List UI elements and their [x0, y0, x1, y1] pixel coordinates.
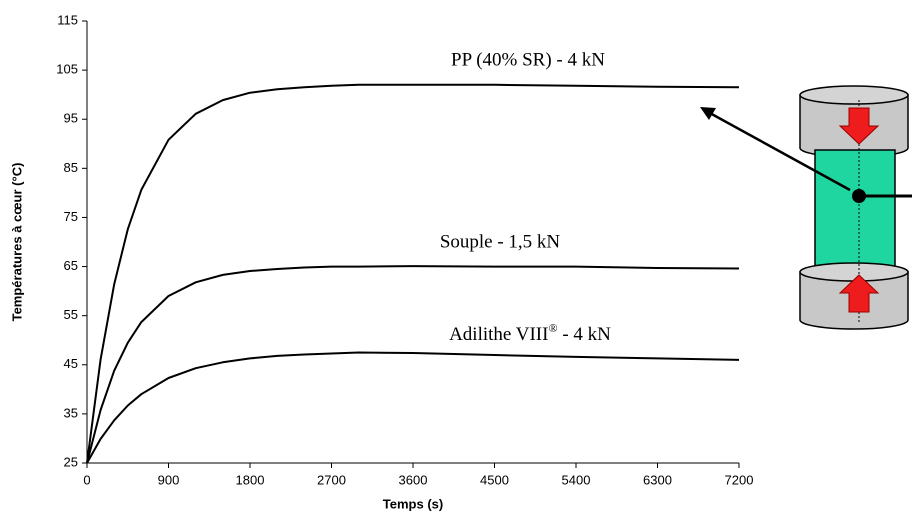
bottom-plate-face — [799, 262, 909, 282]
x-tick-label: 2700 — [317, 472, 346, 487]
x-tick-label: 900 — [158, 472, 180, 487]
series-line — [86, 351, 740, 464]
pointer-arrow — [707, 110, 851, 192]
annotation: Souple - 1,5 kN — [440, 231, 561, 252]
annotation-part: - 4 kN — [558, 324, 612, 345]
x-tick-label: 1800 — [236, 472, 265, 487]
annotation-part: Adilithe VIII — [449, 324, 548, 345]
y-tick-label: 35 — [64, 405, 78, 420]
x-tick-label: 4500 — [480, 472, 509, 487]
force-arrow-down — [838, 107, 880, 145]
x-tick-label: 5400 — [562, 472, 591, 487]
x-tick-label: 7200 — [725, 472, 754, 487]
y-tick-label: 55 — [64, 307, 78, 322]
y-axis-title: Températures à cœur (°C) — [9, 163, 24, 322]
force-arrow-up — [838, 274, 880, 313]
annotation: PP (40% SR) - 4 kN — [451, 49, 605, 70]
x-tick-label: 0 — [83, 472, 90, 487]
specimen — [814, 149, 896, 283]
y-tick-label: 95 — [64, 111, 78, 126]
series-line — [86, 265, 740, 464]
series-line — [86, 83, 740, 464]
specimen-diagram — [700, 85, 912, 330]
y-tick-label: 105 — [56, 62, 78, 77]
top-plate-face — [799, 85, 909, 105]
y-tick-label: 75 — [64, 209, 78, 224]
probe-point — [852, 189, 866, 203]
annotation: Adilithe VIII® - 4 kN — [449, 321, 611, 346]
y-tick-label: 25 — [64, 454, 78, 469]
annotation-part: ® — [548, 321, 557, 335]
y-tick-label: 85 — [64, 160, 78, 175]
y-tick-label: 45 — [64, 356, 78, 371]
y-tick-label: 115 — [57, 12, 78, 27]
x-tick-label: 6300 — [643, 472, 672, 487]
x-tick-label: 3600 — [399, 472, 428, 487]
x-axis-title: Temps (s) — [383, 496, 443, 511]
pointer-arrow-head — [700, 107, 716, 120]
y-tick-label: 65 — [64, 258, 78, 273]
